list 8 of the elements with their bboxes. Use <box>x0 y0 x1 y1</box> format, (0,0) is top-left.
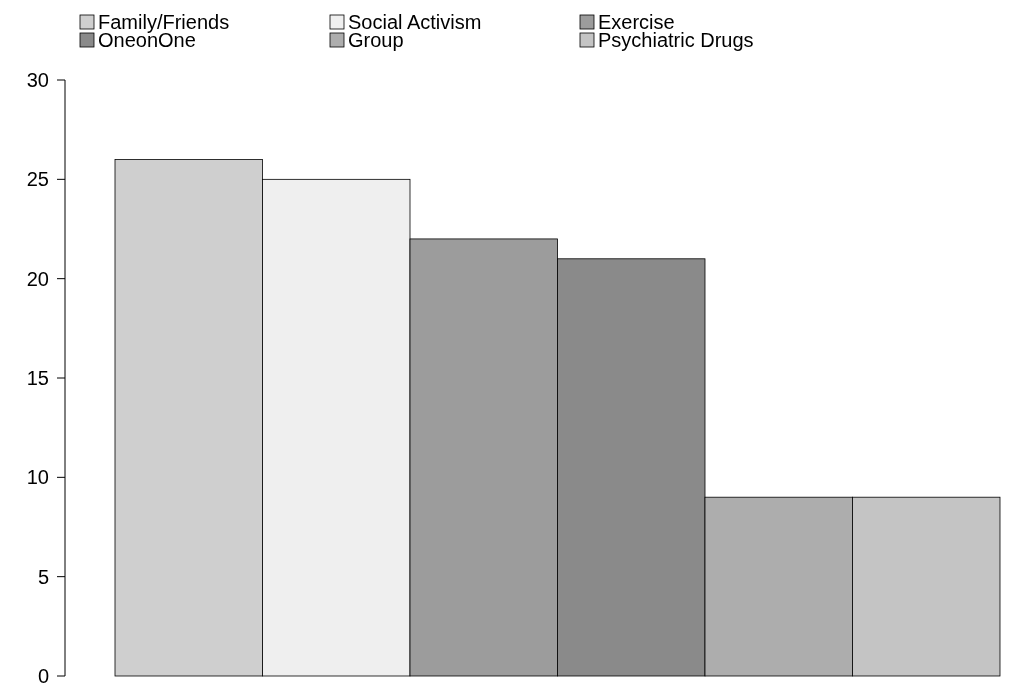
y-tick-label: 15 <box>26 367 49 389</box>
legend-label: Family/Friends <box>98 11 230 33</box>
y-tick-label: 30 <box>26 69 49 91</box>
y-tick-label: 5 <box>37 565 49 588</box>
y-tick-label: 25 <box>26 168 49 191</box>
y-tick-label: 0 <box>37 665 49 687</box>
y-tick-label: 20 <box>26 267 49 290</box>
y-tick-label: 10 <box>26 466 49 489</box>
